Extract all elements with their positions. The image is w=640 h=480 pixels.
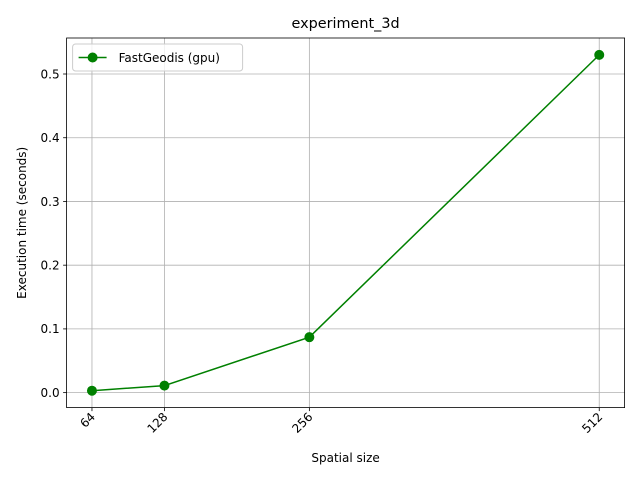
legend-label: FastGeodis (gpu) [119,51,220,65]
plot-series [86,49,605,396]
y-tick-label: 0.1 [41,322,60,336]
data-point [86,385,97,396]
y-axis-label: Execution time (seconds) [15,147,29,299]
y-tick-label: 0.0 [41,386,60,400]
plot-frame [66,37,625,409]
grid [66,38,625,408]
legend: FastGeodis (gpu) [72,43,244,72]
data-point [304,332,315,343]
data-point [594,49,605,60]
x-axis-label: Spatial size [311,451,379,465]
series-line [91,54,600,392]
legend-marker [87,52,98,63]
chart-title: experiment_3d [292,16,400,32]
y-tick-label: 0.5 [41,67,60,81]
legend-box [72,43,244,72]
y-tick-label: 0.3 [41,195,60,209]
y-tick-label: 0.2 [41,258,60,272]
data-point [159,380,170,391]
y-axis-ticks: 0.0 0.1 0.2 0.3 0.4 0.5 [41,67,67,400]
y-tick-label: 0.4 [41,131,60,145]
